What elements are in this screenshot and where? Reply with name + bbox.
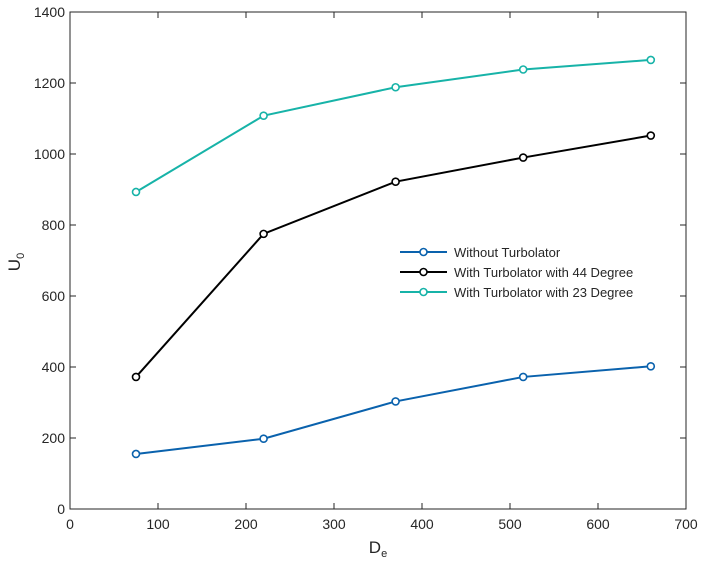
axis-ticks: 0 100 200 300 400 500 600 700 0 200 400 600 800 1000 1… [34, 4, 698, 532]
data-point [646, 55, 656, 65]
data-point [259, 434, 268, 444]
x-axis-title: De [369, 538, 387, 560]
y-tick-label: 800 [42, 217, 66, 233]
data-point [131, 187, 141, 197]
legend-marker [419, 247, 428, 257]
x-tick-label: 300 [322, 516, 346, 532]
data-point [259, 111, 268, 120]
y-axis-title: U0 [5, 253, 27, 271]
legend-label: With Turbolator with 44 Degree [454, 265, 633, 280]
legend-marker [419, 287, 428, 297]
legend-label: Without Turbolator [454, 245, 561, 260]
series-group [131, 55, 656, 459]
legend: Without Turbolator With Turbolator with 4… [393, 236, 669, 306]
y-tick-label: 600 [42, 288, 66, 304]
x-tick-label: 600 [586, 516, 610, 532]
x-tick-label: 0 [66, 516, 74, 532]
y-tick-label: 1200 [34, 75, 65, 91]
legend-marker [419, 267, 428, 277]
y-tick-label: 0 [57, 501, 65, 517]
legend-label: With Turbolator with 23 Degree [454, 285, 633, 300]
data-point [131, 449, 141, 459]
data-point [646, 131, 656, 140]
data-point [131, 372, 141, 382]
y-tick-label: 1400 [34, 4, 65, 20]
y-tick-label: 200 [42, 430, 66, 446]
x-tick-label: 500 [498, 516, 522, 532]
y-tick-label: 1000 [34, 146, 65, 162]
data-point [259, 229, 268, 239]
data-point [518, 153, 528, 162]
x-tick-label: 700 [674, 516, 698, 532]
x-tick-label: 100 [146, 516, 170, 532]
data-point [518, 65, 528, 74]
data-point [646, 361, 656, 371]
data-point [391, 177, 400, 186]
x-tick-label: 200 [234, 516, 258, 532]
data-point [518, 372, 528, 382]
y-tick-label: 400 [42, 359, 66, 375]
x-tick-label: 400 [410, 516, 434, 532]
data-point [391, 82, 400, 92]
data-point [391, 397, 400, 406]
